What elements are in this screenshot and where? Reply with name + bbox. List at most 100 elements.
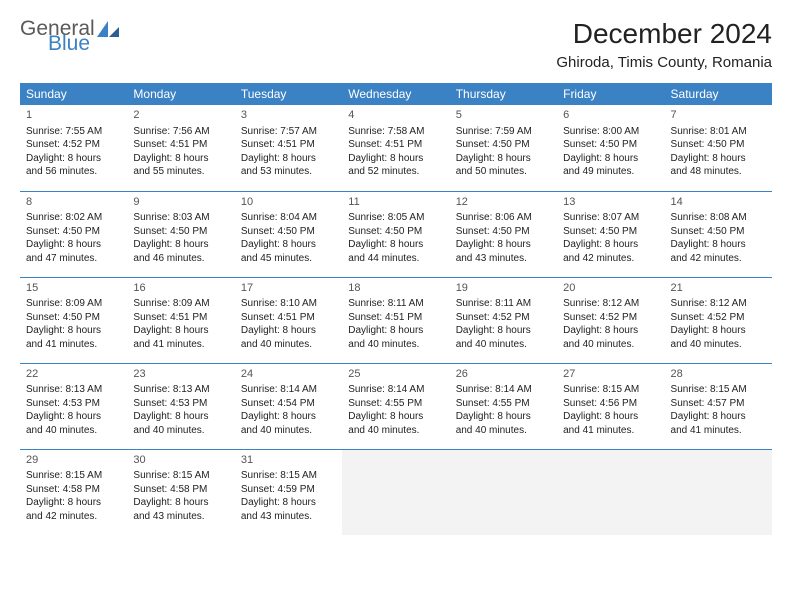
sunset-text: Sunset: 4:58 PM <box>26 483 121 497</box>
calendar-page: General Blue December 2024 Ghiroda, Timi… <box>0 0 792 553</box>
dl1-text: Daylight: 8 hours <box>456 410 551 424</box>
dl1-text: Daylight: 8 hours <box>671 238 766 252</box>
weekday-header: Saturday <box>665 83 772 105</box>
sunset-text: Sunset: 4:52 PM <box>671 311 766 325</box>
calendar-row: 29Sunrise: 8:15 AMSunset: 4:58 PMDayligh… <box>20 449 772 535</box>
dl2-text: and 41 minutes. <box>26 338 121 352</box>
day-number: 4 <box>348 108 443 123</box>
sunrise-text: Sunrise: 8:11 AM <box>348 297 443 311</box>
sunrise-text: Sunrise: 7:56 AM <box>133 125 228 139</box>
day-number: 31 <box>241 453 336 468</box>
weekday-header: Thursday <box>450 83 557 105</box>
logo: General Blue <box>20 18 119 54</box>
weekday-header: Tuesday <box>235 83 342 105</box>
weekday-header: Monday <box>127 83 234 105</box>
dl2-text: and 40 minutes. <box>133 424 228 438</box>
sunset-text: Sunset: 4:51 PM <box>241 138 336 152</box>
dl2-text: and 40 minutes. <box>348 338 443 352</box>
day-number: 8 <box>26 195 121 210</box>
sunset-text: Sunset: 4:50 PM <box>26 225 121 239</box>
dl1-text: Daylight: 8 hours <box>26 410 121 424</box>
calendar-cell: 27Sunrise: 8:15 AMSunset: 4:56 PMDayligh… <box>557 363 664 449</box>
weekday-header-row: Sunday Monday Tuesday Wednesday Thursday… <box>20 83 772 105</box>
sunset-text: Sunset: 4:55 PM <box>348 397 443 411</box>
sunset-text: Sunset: 4:54 PM <box>241 397 336 411</box>
sunset-text: Sunset: 4:50 PM <box>563 225 658 239</box>
calendar-cell: 22Sunrise: 8:13 AMSunset: 4:53 PMDayligh… <box>20 363 127 449</box>
dl2-text: and 48 minutes. <box>671 165 766 179</box>
dl1-text: Daylight: 8 hours <box>671 152 766 166</box>
sunset-text: Sunset: 4:51 PM <box>133 311 228 325</box>
sunrise-text: Sunrise: 8:15 AM <box>671 383 766 397</box>
dl1-text: Daylight: 8 hours <box>241 324 336 338</box>
calendar-cell: 1Sunrise: 7:55 AMSunset: 4:52 PMDaylight… <box>20 105 127 191</box>
sunrise-text: Sunrise: 8:09 AM <box>133 297 228 311</box>
dl2-text: and 42 minutes. <box>671 252 766 266</box>
dl1-text: Daylight: 8 hours <box>241 238 336 252</box>
dl1-text: Daylight: 8 hours <box>241 496 336 510</box>
sunset-text: Sunset: 4:51 PM <box>133 138 228 152</box>
calendar-cell: 25Sunrise: 8:14 AMSunset: 4:55 PMDayligh… <box>342 363 449 449</box>
header: General Blue December 2024 Ghiroda, Timi… <box>20 18 772 71</box>
dl1-text: Daylight: 8 hours <box>563 324 658 338</box>
day-number: 22 <box>26 367 121 382</box>
sunrise-text: Sunrise: 8:12 AM <box>563 297 658 311</box>
day-number: 25 <box>348 367 443 382</box>
dl1-text: Daylight: 8 hours <box>26 152 121 166</box>
calendar-row: 1Sunrise: 7:55 AMSunset: 4:52 PMDaylight… <box>20 105 772 191</box>
calendar-cell: 16Sunrise: 8:09 AMSunset: 4:51 PMDayligh… <box>127 277 234 363</box>
sunrise-text: Sunrise: 7:57 AM <box>241 125 336 139</box>
dl1-text: Daylight: 8 hours <box>241 152 336 166</box>
sunset-text: Sunset: 4:51 PM <box>348 138 443 152</box>
dl1-text: Daylight: 8 hours <box>133 324 228 338</box>
calendar-cell: 10Sunrise: 8:04 AMSunset: 4:50 PMDayligh… <box>235 191 342 277</box>
dl1-text: Daylight: 8 hours <box>26 496 121 510</box>
calendar-cell: 2Sunrise: 7:56 AMSunset: 4:51 PMDaylight… <box>127 105 234 191</box>
sunrise-text: Sunrise: 8:15 AM <box>563 383 658 397</box>
dl1-text: Daylight: 8 hours <box>133 238 228 252</box>
dl1-text: Daylight: 8 hours <box>348 152 443 166</box>
sunrise-text: Sunrise: 8:13 AM <box>26 383 121 397</box>
calendar-cell: 28Sunrise: 8:15 AMSunset: 4:57 PMDayligh… <box>665 363 772 449</box>
day-number: 17 <box>241 281 336 296</box>
dl1-text: Daylight: 8 hours <box>456 152 551 166</box>
calendar-cell: 8Sunrise: 8:02 AMSunset: 4:50 PMDaylight… <box>20 191 127 277</box>
calendar-cell: 7Sunrise: 8:01 AMSunset: 4:50 PMDaylight… <box>665 105 772 191</box>
dl1-text: Daylight: 8 hours <box>26 238 121 252</box>
dl1-text: Daylight: 8 hours <box>563 410 658 424</box>
calendar-cell: 26Sunrise: 8:14 AMSunset: 4:55 PMDayligh… <box>450 363 557 449</box>
dl2-text: and 40 minutes. <box>456 424 551 438</box>
sunrise-text: Sunrise: 8:15 AM <box>26 469 121 483</box>
sunrise-text: Sunrise: 8:09 AM <box>26 297 121 311</box>
sunrise-text: Sunrise: 8:07 AM <box>563 211 658 225</box>
sunset-text: Sunset: 4:50 PM <box>456 225 551 239</box>
sunset-text: Sunset: 4:57 PM <box>671 397 766 411</box>
dl1-text: Daylight: 8 hours <box>133 152 228 166</box>
calendar-cell: 12Sunrise: 8:06 AMSunset: 4:50 PMDayligh… <box>450 191 557 277</box>
dl2-text: and 49 minutes. <box>563 165 658 179</box>
dl1-text: Daylight: 8 hours <box>133 496 228 510</box>
dl1-text: Daylight: 8 hours <box>563 152 658 166</box>
calendar-cell: 17Sunrise: 8:10 AMSunset: 4:51 PMDayligh… <box>235 277 342 363</box>
dl2-text: and 55 minutes. <box>133 165 228 179</box>
dl2-text: and 50 minutes. <box>456 165 551 179</box>
dl1-text: Daylight: 8 hours <box>671 324 766 338</box>
dl2-text: and 43 minutes. <box>133 510 228 524</box>
dl1-text: Daylight: 8 hours <box>671 410 766 424</box>
sunrise-text: Sunrise: 7:55 AM <box>26 125 121 139</box>
calendar-cell: 4Sunrise: 7:58 AMSunset: 4:51 PMDaylight… <box>342 105 449 191</box>
sunset-text: Sunset: 4:52 PM <box>26 138 121 152</box>
sunset-text: Sunset: 4:50 PM <box>241 225 336 239</box>
day-number: 6 <box>563 108 658 123</box>
sunset-text: Sunset: 4:52 PM <box>456 311 551 325</box>
calendar-cell: 21Sunrise: 8:12 AMSunset: 4:52 PMDayligh… <box>665 277 772 363</box>
day-number: 20 <box>563 281 658 296</box>
sunset-text: Sunset: 4:55 PM <box>456 397 551 411</box>
dl2-text: and 40 minutes. <box>348 424 443 438</box>
calendar-cell: 29Sunrise: 8:15 AMSunset: 4:58 PMDayligh… <box>20 449 127 535</box>
calendar-cell: 31Sunrise: 8:15 AMSunset: 4:59 PMDayligh… <box>235 449 342 535</box>
calendar-cell <box>557 449 664 535</box>
sunrise-text: Sunrise: 8:12 AM <box>671 297 766 311</box>
day-number: 27 <box>563 367 658 382</box>
sunset-text: Sunset: 4:50 PM <box>456 138 551 152</box>
